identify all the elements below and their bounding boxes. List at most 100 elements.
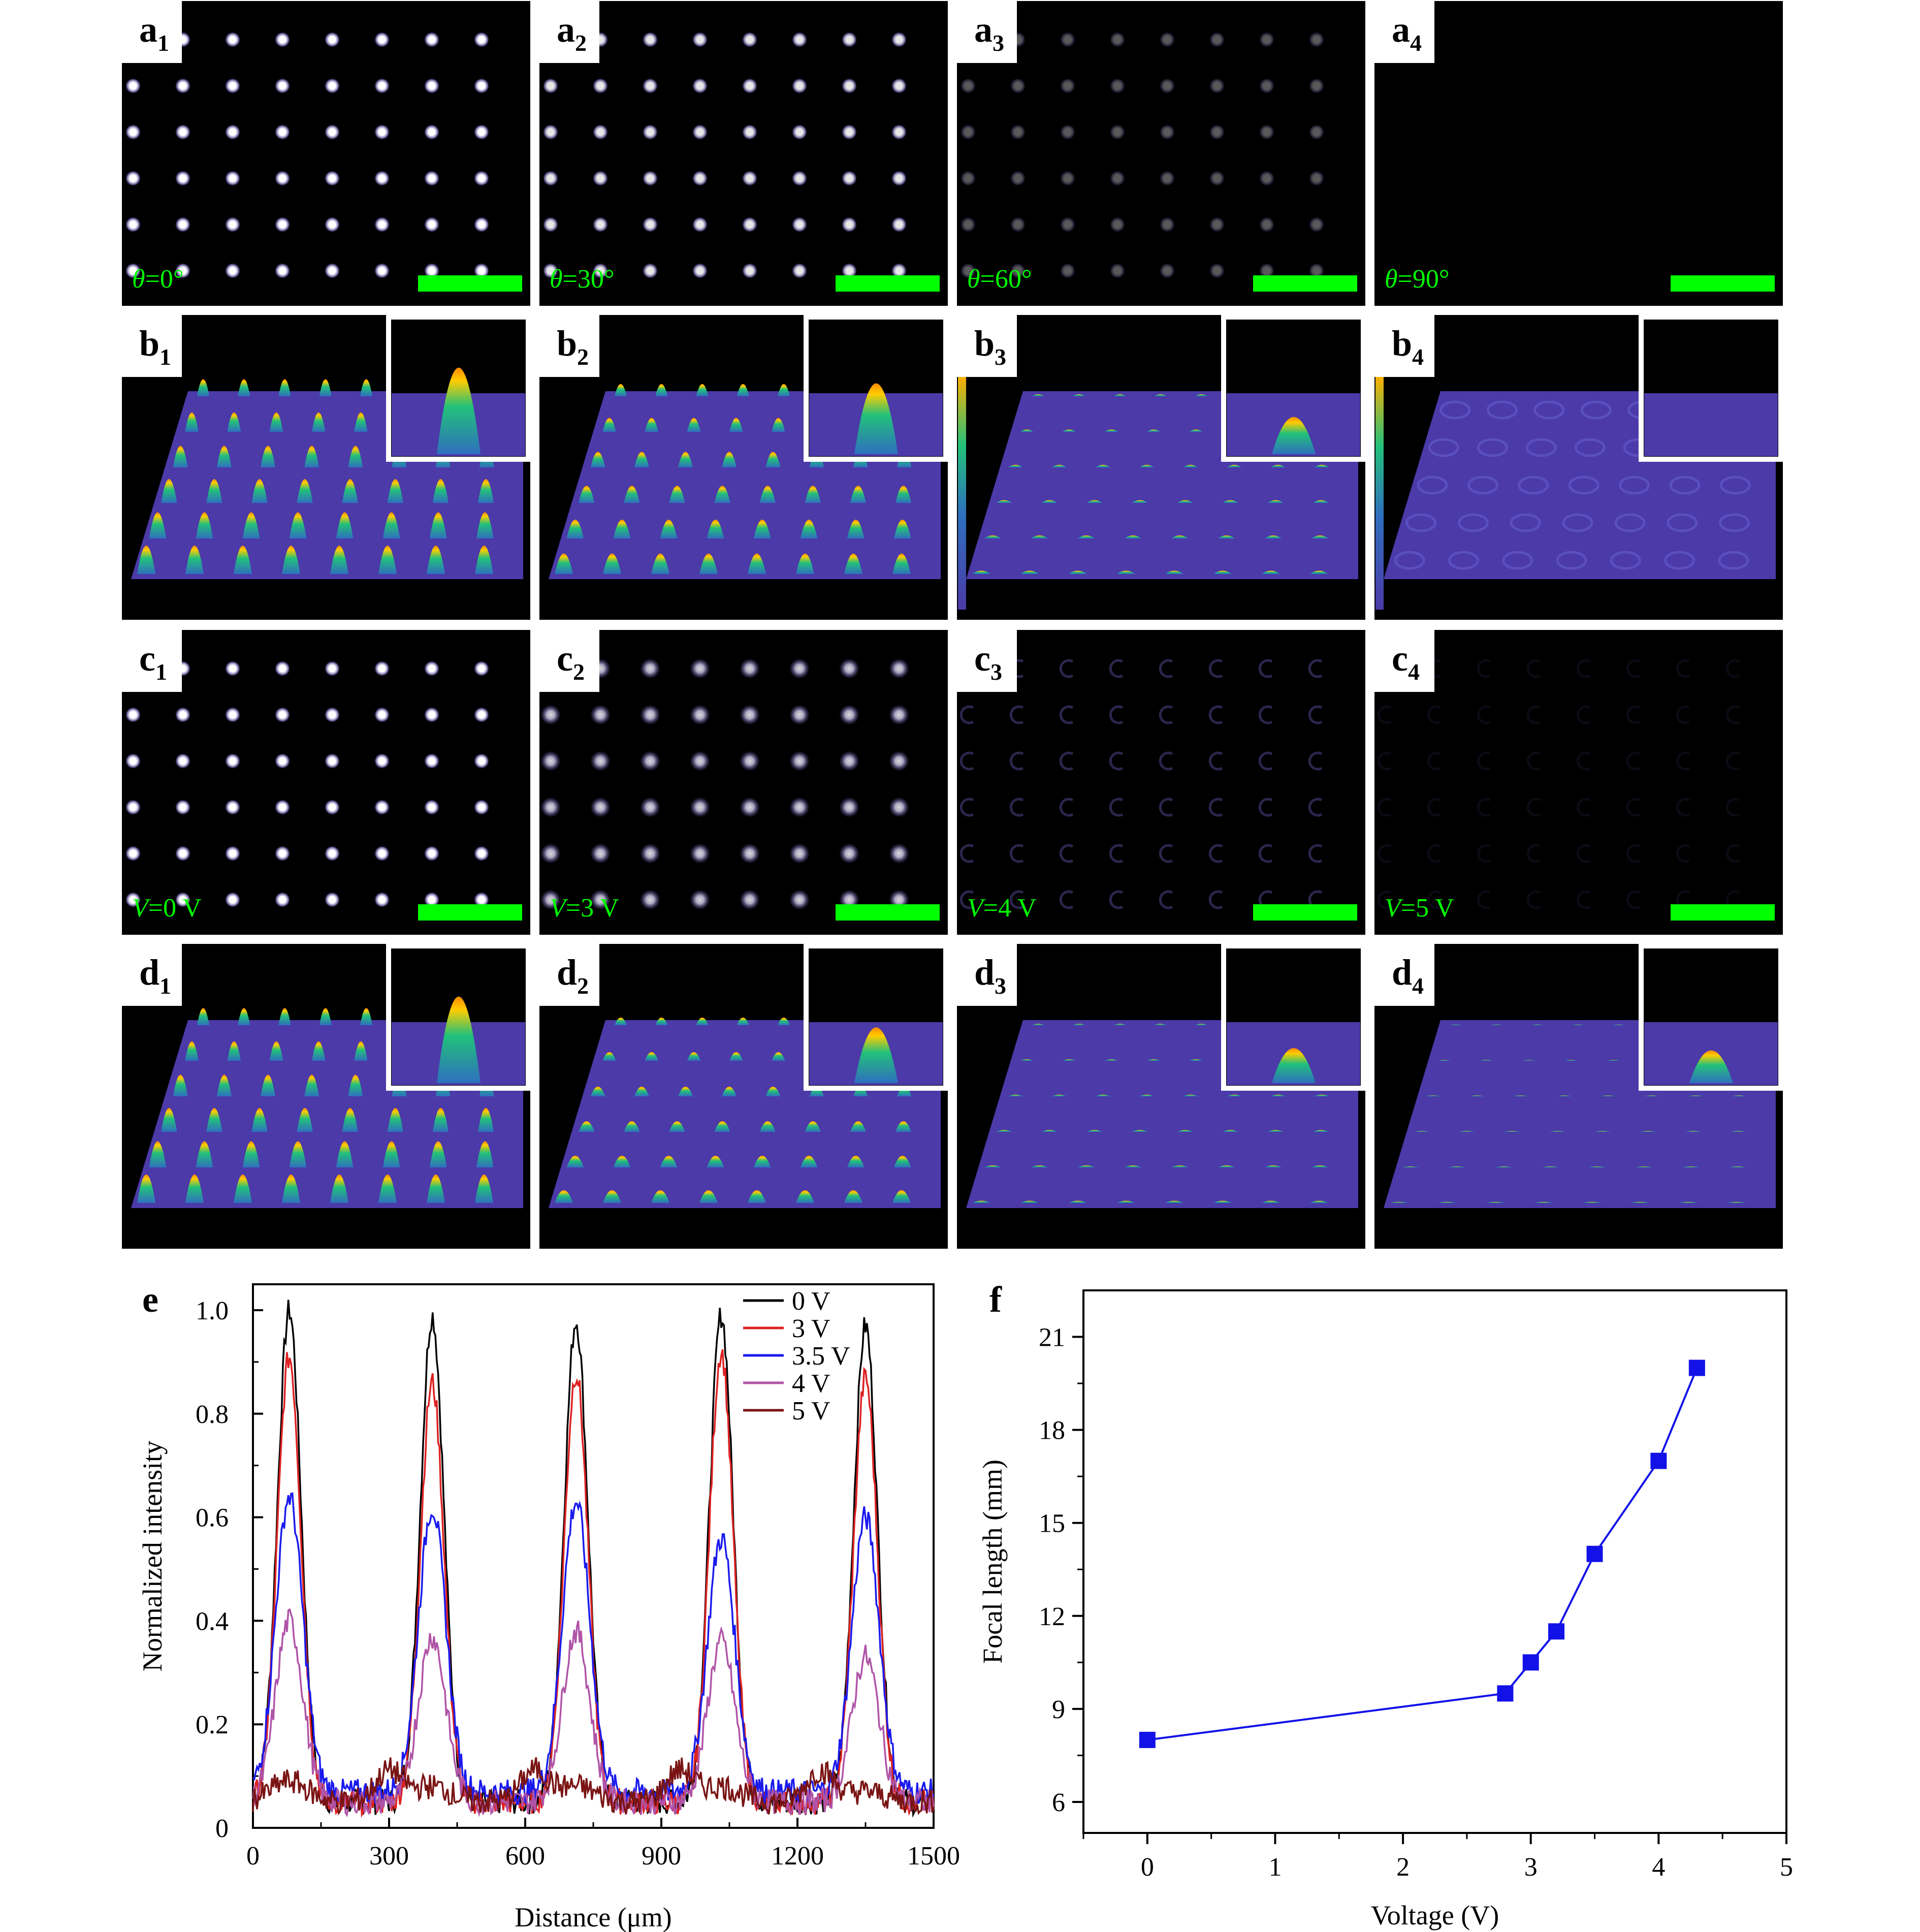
surface-peak: [729, 418, 743, 432]
focal-spot: [225, 800, 240, 815]
surface-peak: [173, 446, 188, 467]
ring-spot: [1676, 705, 1690, 724]
surface-peak: [1607, 1060, 1620, 1061]
surface-peak: [984, 535, 1002, 539]
surface-peak: [1267, 1130, 1284, 1132]
focal-spot: [374, 263, 390, 278]
x-tick-label: 5: [1780, 1853, 1793, 1882]
panel-label-box: [121, 0, 182, 63]
surface-peak: [238, 379, 250, 396]
condition-variable: V: [967, 894, 986, 923]
inset-peak: [1272, 1048, 1316, 1083]
focal-spot: [275, 217, 290, 232]
y-axis-label: Focal length (mm): [977, 1460, 1008, 1664]
surface-peak: [707, 519, 724, 539]
focal-spot: [889, 658, 909, 679]
focal-spot: [275, 124, 290, 140]
inset-surface: [1644, 393, 1778, 456]
surface-peak: [1631, 1201, 1649, 1203]
panel-background: [539, 1, 948, 306]
panel-c1: V=0 V c1: [121, 629, 530, 935]
inset-border: [386, 943, 531, 1091]
surface-peak: [895, 486, 912, 503]
focal-spot: [742, 171, 757, 186]
series-line-3V: [252, 1349, 935, 1818]
surface-peak: [1096, 464, 1110, 467]
panel-label-box: [1373, 629, 1434, 692]
ring-spot: [1576, 705, 1591, 724]
focal-spot: [474, 707, 489, 722]
surface-peak: [678, 452, 693, 467]
focal-spot: [474, 753, 489, 769]
ring-spot: [1159, 705, 1173, 724]
surface-ripple: [1614, 513, 1646, 532]
focal-spot: [643, 263, 658, 278]
surface-peak: [1031, 535, 1048, 539]
surface-peak: [185, 546, 204, 574]
focal-spot: [839, 797, 859, 817]
surface-ripple: [1486, 400, 1518, 420]
focal-spot: [374, 78, 390, 93]
focal-spot: [792, 171, 807, 186]
focal-spot: [374, 661, 390, 676]
ring-spot: [1626, 659, 1641, 678]
surface-peak: [336, 1141, 354, 1167]
surface-peak: [555, 1190, 573, 1203]
focal-spot: [1010, 263, 1026, 278]
spot-array: [543, 32, 907, 278]
focal-spot: [125, 217, 141, 232]
focal-spot: [842, 217, 857, 232]
surface-peak: [476, 1141, 494, 1167]
scale-bar: [418, 904, 522, 921]
surface-peak: [634, 1086, 649, 1096]
ring-spot: [1427, 890, 1442, 909]
focal-spot: [275, 171, 290, 186]
surface-peak: [844, 553, 862, 574]
focal-spot: [474, 892, 489, 907]
ring-spot: [1576, 844, 1591, 863]
surface-peak: [1601, 1095, 1616, 1096]
surface-peak: [282, 546, 300, 574]
surface-peak: [1154, 394, 1167, 396]
ring-spot: [959, 798, 974, 817]
surface-peak: [1727, 1201, 1746, 1203]
panel-background: [1374, 1, 1783, 306]
ring-spot: [1676, 751, 1690, 771]
ring-spot: [1159, 890, 1173, 909]
focal-spot: [175, 263, 190, 278]
focal-spot: [1060, 217, 1075, 232]
condition-value: =90°: [1398, 265, 1450, 294]
surface-peak: [765, 1086, 781, 1096]
focal-spot: [275, 661, 290, 676]
surface-peak: [312, 1041, 326, 1061]
surface-peak: [197, 379, 209, 396]
surface-peak: [278, 1008, 291, 1025]
surface-peak: [678, 1086, 693, 1096]
focal-spot: [1110, 78, 1125, 93]
focal-spot: [742, 78, 757, 93]
focal-spot: [275, 707, 290, 722]
surface-peak: [1682, 1166, 1700, 1167]
surface-peak: [216, 1074, 232, 1096]
condition-value: =5 V: [1401, 894, 1454, 923]
panel-label-box: [121, 943, 182, 1006]
surface-ripple: [1568, 476, 1599, 495]
surface-peak: [1414, 1131, 1430, 1132]
surface-peak: [1486, 1201, 1505, 1203]
focal-spot: [374, 171, 390, 186]
surface-peak: [238, 1008, 250, 1025]
focal-spot: [590, 705, 611, 725]
ring-spot: [1258, 705, 1273, 724]
focal-spot: [125, 892, 141, 907]
ring-spot: [1059, 659, 1074, 678]
legend-label: 4 V: [792, 1369, 830, 1398]
spot-array: [961, 32, 1324, 278]
focal-spot: [690, 751, 710, 771]
surface-peak: [269, 1041, 283, 1061]
surface-peak: [1688, 1095, 1703, 1096]
surface-peak: [304, 1074, 319, 1096]
focal-spot: [1110, 32, 1125, 47]
focal-spot: [643, 171, 658, 186]
surface-peak: [319, 1008, 332, 1025]
scale-bar: [1671, 904, 1775, 921]
